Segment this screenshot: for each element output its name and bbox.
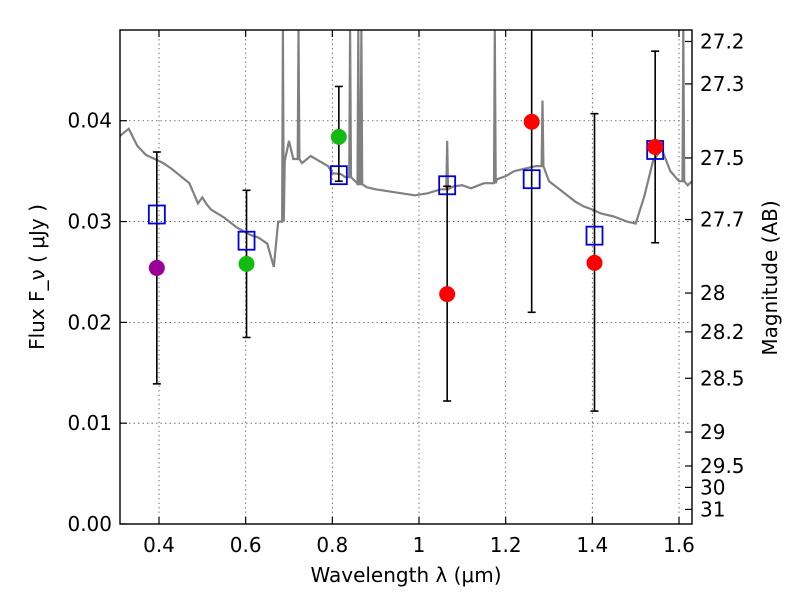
- x-tick-label: 0.4: [143, 533, 175, 557]
- model-bandpass-squares: [147, 140, 665, 251]
- observed-point: [330, 128, 347, 145]
- plot-frame: [119, 29, 693, 525]
- observed-point: [439, 286, 456, 303]
- x-tick-label: 0.6: [230, 533, 262, 557]
- observed-point: [586, 254, 603, 271]
- y-axis-title-right: Magnitude (AB): [758, 200, 782, 355]
- magnitude-tick-label: 31: [700, 497, 725, 521]
- x-tick-label: 1.2: [490, 533, 522, 557]
- magnitude-tick-label: 29: [700, 420, 725, 444]
- magnitude-tick-label: 27.7: [700, 208, 745, 232]
- y-tick-label: 0.03: [67, 210, 112, 234]
- magnitude-tick-label: 27.5: [700, 146, 745, 170]
- magnitude-tick-label: 28: [700, 281, 725, 305]
- x-tick-label: 1.4: [576, 533, 608, 557]
- magnitude-tick-label: 27.3: [700, 72, 745, 96]
- magnitude-tick-label: 27.2: [700, 29, 745, 53]
- model-square: [329, 165, 348, 186]
- magnitude-tick-label: 30: [700, 475, 725, 499]
- model-square: [147, 204, 166, 225]
- observed-point: [148, 259, 165, 276]
- template-spectrum-layer: [120, 30, 692, 268]
- observed-points: [148, 113, 664, 303]
- y-axis-ticks: 0.00 0.01 0.02 0.03 0.04: [67, 109, 127, 536]
- magnitude-tick-label: 28.5: [700, 366, 745, 390]
- x-tick-label: 0.8: [316, 533, 348, 557]
- template-spectrum-line: [120, 30, 692, 268]
- model-square: [585, 225, 604, 246]
- y-tick-label: 0.00: [67, 512, 112, 536]
- observed-point: [647, 138, 664, 155]
- magnitude-tick-label: 29.5: [700, 454, 745, 478]
- y-axis-title-left: Flux F_ν ( μJy ): [25, 204, 49, 350]
- x-axis-title: Wavelength λ (μm): [310, 563, 501, 587]
- magnitude-tick-label: 28.2: [700, 320, 745, 344]
- gridlines: [120, 30, 692, 524]
- observed-point: [238, 255, 255, 272]
- x-axis-ticks: 0.4 0.6 0.8 1 1.2 1.4 1.6: [143, 30, 695, 557]
- observed-point: [523, 113, 540, 130]
- y-tick-label: 0.04: [67, 109, 112, 133]
- model-square: [237, 230, 256, 251]
- model-square: [522, 169, 541, 190]
- x-tick-label: 1.6: [663, 533, 695, 557]
- model-square: [438, 175, 457, 196]
- y-tick-label: 0.01: [67, 411, 112, 435]
- y-tick-label: 0.02: [67, 310, 112, 334]
- x-tick-label: 1: [413, 533, 426, 557]
